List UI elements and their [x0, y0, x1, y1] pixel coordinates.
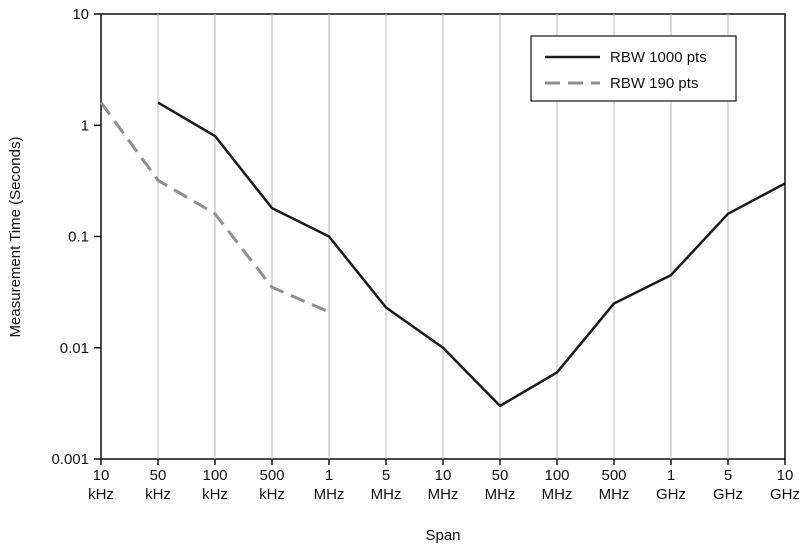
x-tick-label-line-2: GHz [770, 486, 800, 503]
x-tick-label-line-1: 1 [325, 467, 333, 484]
x-tick-label-line-2: kHz [259, 486, 285, 503]
x-tick-label-line-2: MHz [542, 486, 573, 503]
x-tick-label-line-1: 10 [435, 467, 452, 484]
series-line-rbw-1000-pts [157, 101, 786, 408]
legend: RBW 1000 pts RBW 190 pts [530, 35, 737, 102]
x-tick-label-line-2: GHz [656, 486, 686, 503]
y-tick-label-4: 0.001 [51, 451, 89, 468]
x-tick-label-line-1: 5 [382, 467, 390, 484]
x-tick-label-line-1: 50 [150, 467, 167, 484]
x-tick-label-8: 100 MHz [542, 467, 573, 503]
x-tick-label-line-1: 50 [492, 467, 509, 484]
legend-label-rbw-190: RBW 190 pts [610, 75, 698, 92]
x-tick-label-line-1: 10 [777, 467, 794, 484]
x-tick-label-0: 10 kHz [88, 467, 114, 503]
x-tick-label-12: 10 GHz [770, 467, 800, 503]
x-tick-label-line-2: MHz [428, 486, 459, 503]
x-axis-title: Span [425, 527, 460, 544]
legend-label-rbw-1000: RBW 1000 pts [610, 49, 707, 66]
x-tick-label-4: 1 MHz [314, 467, 345, 503]
x-tick-label-line-1: 1 [667, 467, 675, 484]
x-tick-label-line-1: 5 [724, 467, 732, 484]
x-tick-label-line-2: kHz [202, 486, 228, 503]
x-tick-label-6: 10 MHz [428, 467, 459, 503]
x-axis: 10 kHz 50 kHz 100 kHz 500 kHz 1 MHz 5 MHz 10 MHz 50 MHz… [88, 459, 800, 503]
x-tick-label-1: 50 kHz [145, 467, 171, 503]
x-tick-label-line-1: 10 [93, 467, 110, 484]
x-tick-label-line-2: MHz [599, 486, 630, 503]
series-lines [99, 101, 786, 408]
x-tick-label-3: 500 kHz [259, 467, 285, 503]
x-tick-label-line-1: 100 [202, 467, 227, 484]
x-tick-label-11: 5 GHz [713, 467, 743, 503]
x-tick-label-line-2: GHz [713, 486, 743, 503]
x-tick-label-line-2: MHz [314, 486, 345, 503]
y-tick-label-1: 1 [81, 117, 89, 134]
x-tick-label-7: 50 MHz [485, 467, 516, 503]
legend-box [530, 35, 737, 102]
y-axis: 10 1 0.1 0.01 0.001 [51, 6, 101, 468]
x-tick-label-2: 100 kHz [202, 467, 228, 503]
x-tick-label-line-2: MHz [371, 486, 402, 503]
y-axis-title: Measurement Time (Seconds) [7, 137, 24, 338]
series-line-rbw-190-pts [99, 101, 330, 314]
y-tick-label-2: 0.1 [68, 229, 89, 246]
x-tick-label-9: 500 MHz [599, 467, 630, 503]
x-tick-label-5: 5 MHz [371, 467, 402, 503]
x-tick-label-line-1: 100 [544, 467, 569, 484]
y-tick-label-3: 0.01 [60, 340, 89, 357]
x-tick-label-line-1: 500 [601, 467, 626, 484]
x-tick-label-10: 1 GHz [656, 467, 686, 503]
x-tick-label-line-2: MHz [485, 486, 516, 503]
x-tick-label-line-2: kHz [145, 486, 171, 503]
x-tick-label-line-2: kHz [88, 486, 114, 503]
x-tick-label-line-1: 500 [259, 467, 284, 484]
y-tick-label-0: 10 [72, 6, 89, 23]
